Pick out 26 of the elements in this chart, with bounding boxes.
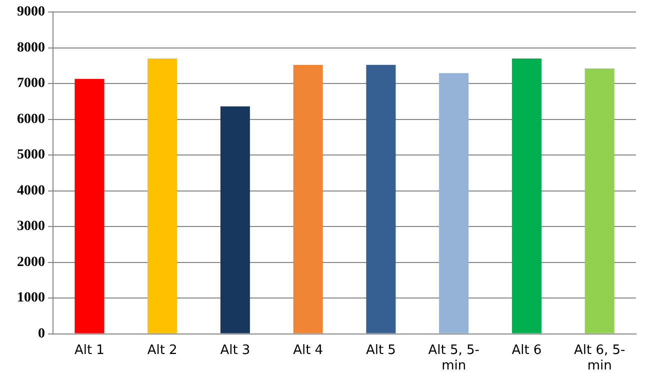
x-tick-label: Alt 6, 5-min [574, 342, 626, 374]
bar [584, 68, 614, 334]
bar [220, 106, 250, 334]
y-tick-label: 1000 [17, 290, 45, 306]
x-tick-label: Alt 1 [74, 342, 104, 358]
bar [74, 78, 104, 334]
y-tick-label: 4000 [17, 183, 45, 198]
x-tick-label: Alt 2 [147, 342, 178, 358]
y-tick-label: 7000 [17, 76, 45, 92]
x-tick-label: Alt 5, 5-min [428, 342, 480, 374]
y-tick-label: 0 [38, 326, 45, 342]
x-tick-label: Alt 6 [512, 342, 542, 358]
bar [439, 73, 469, 334]
x-tick-label: Alt 3 [220, 342, 250, 358]
y-tick-label: 9000 [17, 4, 45, 20]
y-tick-label: 2000 [17, 254, 45, 270]
y-tick-label: 8000 [17, 40, 45, 56]
bar [148, 58, 178, 334]
y-tick-label: 6000 [17, 112, 45, 127]
bar [293, 64, 323, 334]
y-tick-label: 3000 [17, 219, 45, 234]
x-tick-label: Alt 5 [366, 342, 396, 358]
x-tick-label: Alt 4 [293, 342, 324, 358]
y-tick-label: 5000 [17, 148, 45, 163]
bar [366, 64, 396, 334]
bar [512, 58, 542, 334]
